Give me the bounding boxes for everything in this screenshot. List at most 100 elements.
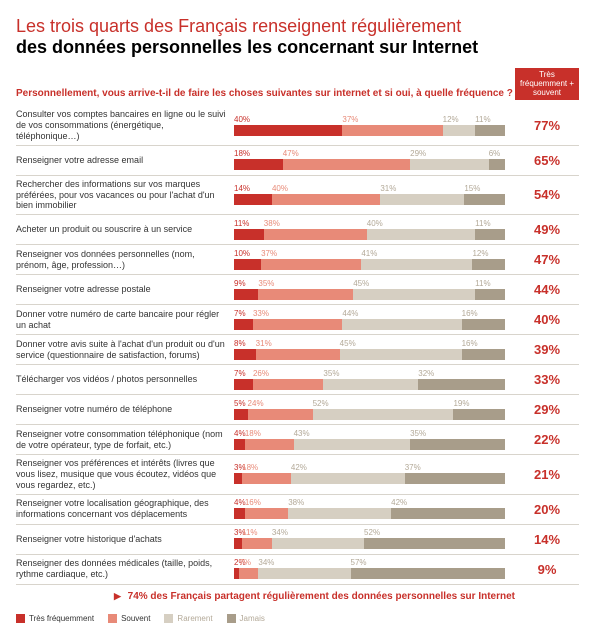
- segment-value: 34%: [272, 529, 364, 537]
- footer-marker-icon: ▶: [114, 591, 121, 601]
- segment-value: 44%: [342, 310, 461, 318]
- bar-segment: [391, 508, 505, 519]
- table-row: Acheter un produit ou souscrire à un ser…: [16, 215, 579, 245]
- bar-segment: [283, 159, 410, 170]
- bar-segment: [313, 409, 454, 420]
- segment-value: 18%: [242, 464, 291, 472]
- bar-area: 7%33%44%16%: [234, 308, 515, 331]
- segment-value: 18%: [234, 150, 283, 158]
- segment-value: 12%: [443, 116, 476, 124]
- segment-value: 7%: [234, 310, 253, 318]
- bar-segment: [462, 319, 505, 330]
- bar-segment: [234, 379, 253, 390]
- bar-segment: [248, 409, 313, 420]
- segment-value: 45%: [353, 280, 475, 288]
- table-row: Renseigner vos préférences et intérêts (…: [16, 455, 579, 494]
- title-line-1: Les trois quarts des Français renseignen…: [16, 16, 579, 37]
- segment-value: 12%: [472, 250, 505, 258]
- table-row: Renseigner votre historique d'achats3%11…: [16, 525, 579, 555]
- table-row: Télécharger vos vidéos / photos personne…: [16, 365, 579, 395]
- legend-item: Rarement: [164, 614, 212, 623]
- row-total: 44%: [515, 278, 579, 301]
- legend-item: Jamais: [227, 614, 265, 623]
- segment-value: 11%: [242, 529, 272, 537]
- legend-label: Très fréquemment: [29, 614, 94, 623]
- bar-segment: [380, 194, 464, 205]
- row-label: Consulter vos comptes bancaires en ligne…: [16, 109, 234, 141]
- segment-value: 7%: [234, 370, 253, 378]
- bar-segment: [291, 473, 405, 484]
- stacked-bar: [234, 538, 505, 549]
- segment-value: 16%: [462, 340, 505, 348]
- bar-segment: [245, 508, 288, 519]
- row-total: 29%: [515, 398, 579, 421]
- segment-value: 31%: [256, 340, 340, 348]
- row-total: 65%: [515, 149, 579, 172]
- segment-value: 3%: [234, 464, 242, 472]
- bar-area: 2%7%34%57%: [234, 558, 515, 581]
- chart-rows: Consulter vos comptes bancaires en ligne…: [16, 106, 579, 584]
- bar-segment: [258, 289, 353, 300]
- bar-segment: [234, 473, 242, 484]
- segment-value: 18%: [245, 430, 294, 438]
- bar-area: 10%37%41%12%: [234, 248, 515, 271]
- table-row: Renseigner vos données personnelles (nom…: [16, 245, 579, 275]
- bar-segment: [234, 194, 272, 205]
- bar-segment: [475, 289, 505, 300]
- bar-segment: [253, 319, 342, 330]
- bar-segment: [242, 538, 272, 549]
- segment-value: 26%: [253, 370, 323, 378]
- segment-value: 7%: [239, 559, 258, 567]
- row-total: 33%: [515, 368, 579, 391]
- row-label: Télécharger vos vidéos / photos personne…: [16, 368, 234, 391]
- segment-value: 40%: [367, 220, 475, 228]
- bar-segment: [323, 379, 418, 390]
- bar-area: 8%31%45%16%: [234, 338, 515, 361]
- bar-area: 4%16%38%42%: [234, 498, 515, 521]
- bar-segment: [472, 259, 505, 270]
- bar-area: 18%47%29%6%: [234, 149, 515, 172]
- chart-title: Les trois quarts des Français renseignen…: [16, 16, 579, 58]
- bar-segment: [234, 319, 253, 330]
- header-row: Personnellement, vous arrive-t-il de fai…: [16, 68, 579, 100]
- segment-value: 47%: [283, 150, 410, 158]
- bar-segment: [462, 349, 505, 360]
- segment-value: 35%: [410, 430, 505, 438]
- bar-segment: [258, 568, 350, 579]
- bar-segment: [475, 229, 505, 240]
- segment-value: 24%: [248, 400, 313, 408]
- segment-value: 10%: [234, 250, 261, 258]
- segment-value: 37%: [261, 250, 361, 258]
- bar-segment: [234, 259, 261, 270]
- bar-segment: [342, 319, 461, 330]
- legend-label: Souvent: [121, 614, 150, 623]
- bar-segment: [364, 538, 505, 549]
- bar-segment: [234, 159, 283, 170]
- segment-value: 45%: [340, 340, 462, 348]
- legend-item: Souvent: [108, 614, 150, 623]
- bar-area: 3%11%34%52%: [234, 528, 515, 551]
- bar-segment: [239, 568, 258, 579]
- segment-value: 52%: [313, 400, 454, 408]
- bar-area: 7%26%35%32%: [234, 368, 515, 391]
- bar-segment: [367, 229, 475, 240]
- footer-note: ▶ 74% des Français partagent régulièreme…: [16, 585, 579, 614]
- bar-area: 3%18%42%37%: [234, 458, 515, 490]
- segment-value: 11%: [475, 220, 505, 228]
- bar-segment: [234, 409, 248, 420]
- stacked-bar: [234, 409, 505, 420]
- segment-value: 35%: [323, 370, 418, 378]
- legend-label: Rarement: [177, 614, 212, 623]
- table-row: Renseigner votre adresse postale9%35%45%…: [16, 275, 579, 305]
- segment-value: 52%: [364, 529, 505, 537]
- segment-value: 16%: [462, 310, 505, 318]
- bar-segment: [410, 439, 505, 450]
- legend-swatch: [108, 614, 117, 623]
- row-total: 77%: [515, 109, 579, 141]
- segment-value: 6%: [489, 150, 505, 158]
- table-row: Renseigner votre numéro de téléphone5%24…: [16, 395, 579, 425]
- segment-value: 42%: [391, 499, 505, 507]
- segment-value: 43%: [294, 430, 411, 438]
- segment-value: 16%: [245, 499, 288, 507]
- frequency-header: Très fréquemment + souvent: [515, 68, 579, 100]
